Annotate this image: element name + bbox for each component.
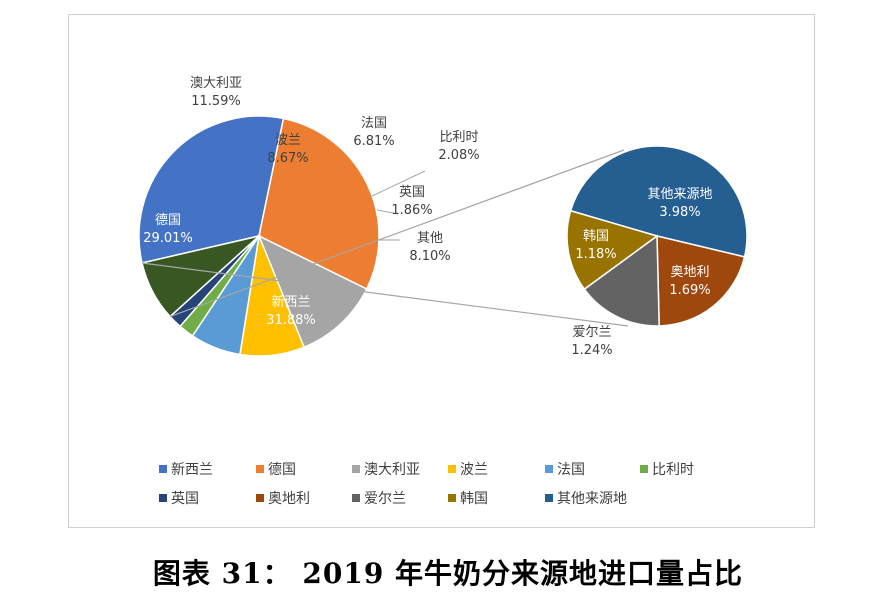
legend-label: 波兰 (460, 462, 488, 478)
data-label: 新西兰 (271, 294, 310, 310)
legend-swatch (159, 465, 167, 473)
data-label: 8.10% (409, 249, 450, 264)
data-label: 1.18% (575, 247, 616, 262)
legend-label: 英国 (171, 490, 199, 507)
data-label: 德国 (155, 213, 181, 228)
secondary-pie-slice (569, 145, 748, 258)
data-label: 英国 (399, 185, 425, 200)
data-label: 波兰 (275, 133, 301, 148)
pie-slice (258, 117, 380, 290)
legend-label: 比利时 (652, 462, 694, 478)
data-label: 2.08% (438, 148, 479, 163)
secondary-pie-slice (656, 235, 746, 327)
legend-swatch (159, 494, 167, 502)
legend-swatch (352, 465, 360, 473)
data-label: 3.98% (659, 205, 700, 220)
legend-swatch (256, 494, 264, 502)
legend-swatch (640, 465, 648, 473)
legend-label: 澳大利亚 (364, 462, 420, 478)
data-label: 其他来源地 (647, 187, 712, 202)
data-label: 8.67% (267, 151, 308, 166)
data-label: 韩国 (583, 229, 609, 244)
legend-swatch (448, 465, 456, 473)
data-label: 法国 (361, 116, 387, 131)
legend-label: 爱尔兰 (364, 491, 406, 507)
legend-swatch (256, 465, 264, 473)
data-label: 31.88% (266, 313, 316, 328)
data-label: 1.69% (669, 283, 710, 298)
connector-line (141, 262, 629, 327)
data-label: 其他 (417, 231, 443, 246)
legend-label: 法国 (557, 462, 585, 478)
connector-line (169, 149, 625, 318)
legend-label: 其他来源地 (557, 491, 627, 507)
data-label: 1.24% (571, 343, 612, 358)
leader-line (371, 170, 426, 197)
legend-swatch (545, 494, 553, 502)
legend-swatch (448, 494, 456, 502)
legend-label: 韩国 (460, 491, 488, 507)
legend-swatch (352, 494, 360, 502)
data-label: 比利时 (439, 130, 478, 145)
data-label: 1.86% (391, 203, 432, 218)
leader-line (376, 209, 399, 215)
legend-label: 新西兰 (171, 462, 213, 478)
data-label: 29.01% (143, 231, 193, 246)
data-label: 11.59% (191, 94, 241, 109)
pie-slice (138, 115, 285, 264)
legend-label: 德国 (268, 462, 296, 478)
legend-label: 奥地利 (268, 490, 310, 507)
secondary-pie-slice (583, 234, 660, 327)
data-label: 爱尔兰 (572, 325, 611, 340)
data-label: 6.81% (353, 134, 394, 149)
data-label: 澳大利亚 (190, 75, 242, 91)
data-label: 奥地利 (670, 265, 709, 280)
legend-swatch (545, 465, 553, 473)
chart-caption: 图表 31： 2019 年牛奶分来源地进口量占比 (152, 557, 744, 590)
secondary-pie-slice (566, 209, 659, 291)
